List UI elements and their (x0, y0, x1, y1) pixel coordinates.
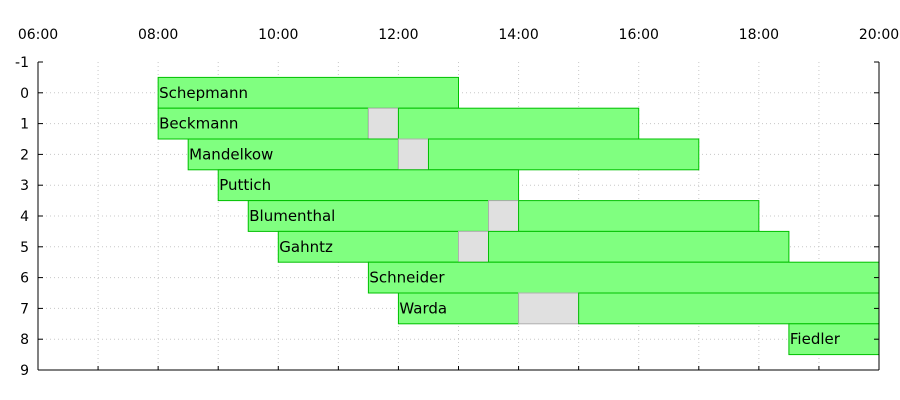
y-tick-label: 5 (20, 240, 29, 256)
bar-label: Schepmann (159, 84, 248, 102)
x-tick-label: 20:00 (859, 27, 899, 43)
y-tick-label: 2 (20, 147, 29, 163)
work-bar (788, 323, 880, 356)
work-bar (217, 169, 520, 202)
y-tick-label: 9 (20, 363, 29, 379)
x-tick-label: 10:00 (258, 27, 298, 43)
x-tick-label: 08:00 (138, 27, 178, 43)
break-bar (488, 200, 520, 232)
bar-label: Gahntz (279, 238, 333, 256)
bars: Schepmann Beckmann Mandelkow Puttich Blument… (157, 76, 880, 356)
work-bar (187, 138, 399, 171)
break-bar (458, 230, 490, 263)
work-bar (277, 230, 459, 263)
bar-label: Mandelkow (189, 145, 273, 163)
y-tick-label: -1 (15, 55, 29, 71)
y-tick-label: 6 (20, 271, 29, 287)
y-tick-label: 4 (20, 209, 29, 225)
x-tick-label: 12:00 (378, 27, 418, 43)
work-bar (397, 107, 640, 140)
y-tick-label: 3 (20, 178, 29, 194)
bar-label: Beckmann (159, 115, 238, 133)
work-bar (578, 292, 880, 325)
y-tick-label: 7 (20, 301, 29, 317)
break-bar (367, 107, 399, 140)
x-tick-label: 18:00 (739, 27, 779, 43)
bar-label: Fiedler (790, 330, 841, 348)
y-axis: -1 0 1 2 3 4 5 6 7 8 9 (15, 55, 879, 379)
work-bar (367, 261, 880, 294)
work-bar (518, 200, 760, 232)
bar-label: Puttich (219, 176, 271, 194)
break-bar (397, 138, 429, 171)
x-tick-label: 16:00 (619, 27, 659, 43)
y-tick-label: 0 (20, 86, 29, 102)
bar-label: Blumenthal (249, 207, 335, 225)
y-tick-label: 8 (20, 332, 29, 348)
bar-label: Warda (399, 299, 447, 317)
work-bar (427, 138, 700, 171)
work-bar (247, 200, 490, 232)
work-bar (488, 230, 790, 263)
break-bar (518, 292, 580, 325)
bar-label: Schneider (369, 269, 445, 287)
x-tick-label: 06:00 (18, 27, 58, 43)
y-tick-label: 1 (20, 117, 29, 133)
x-axis: 06:00 08:00 10:00 12:00 14:00 16:00 18:00 20:00 (18, 27, 899, 370)
x-tick-label: 14:00 (498, 27, 538, 43)
